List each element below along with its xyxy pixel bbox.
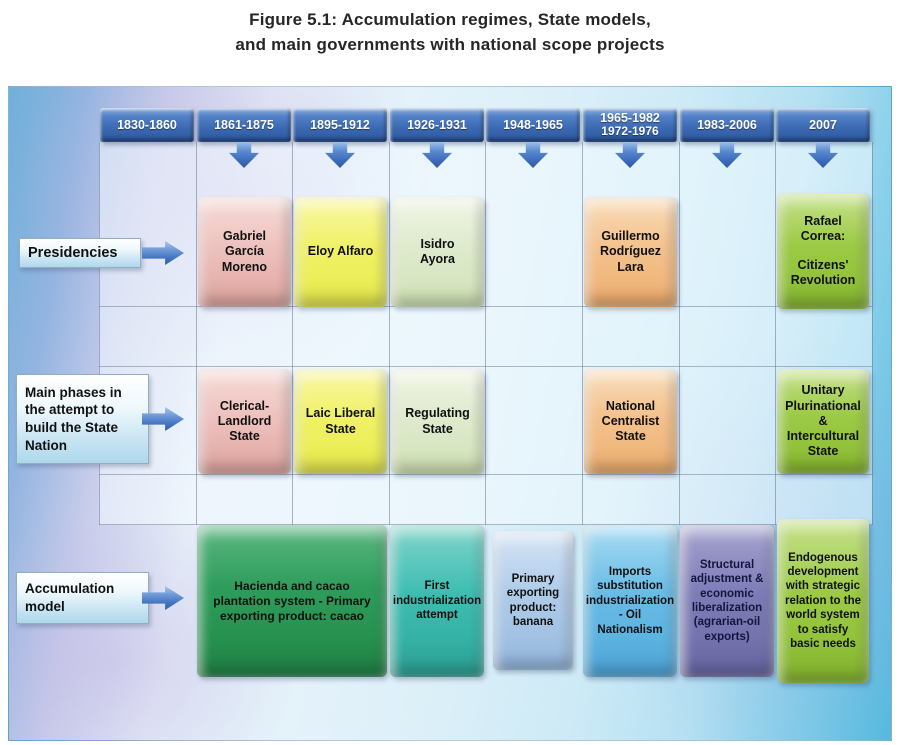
box-text: National Centralist State: [601, 398, 660, 444]
timeline-panel: 1830-1860 1861-1875 1895-1912 1926-1931 …: [8, 86, 892, 741]
period-label-2: 1972-1976: [601, 124, 659, 139]
box-text: Clerical-Landlord State: [217, 398, 272, 444]
row-label-text: Presidencies: [28, 245, 118, 261]
phase-box-plurinational: Unitary Plurinational & Intercultural St…: [777, 369, 869, 474]
box-text: Gabriel García Moreno: [221, 229, 268, 274]
box-text: Structural adjustment & economic liberal…: [690, 558, 764, 643]
grid-hline: [99, 366, 872, 367]
figure-title-line2: and main governments with national scope…: [235, 35, 665, 54]
timeline-period-1965-1982: 1965-1982 1972-1976: [583, 108, 677, 142]
box-text: Isidro Ayora: [420, 236, 455, 266]
box-text: Regulating State: [405, 406, 470, 436]
row-label-accumulation: Accumulation model: [16, 572, 149, 624]
box-text: Primary exporting product: banana: [506, 572, 560, 628]
phase-box-laic-liberal: Laic Liberal State: [294, 369, 387, 474]
row-label-text: Accumulation model: [25, 581, 115, 614]
box-text: Guillermo Rodríguez Lara: [599, 229, 662, 274]
timeline-period-1830-1860: 1830-1860: [100, 108, 194, 142]
timeline-period-1926-1931: 1926-1931: [390, 108, 484, 142]
figure-title-line1: Figure 5.1: Accumulation regimes, State …: [249, 10, 651, 29]
grid-hline: [99, 306, 872, 307]
grid-vline: [99, 142, 100, 525]
grid-vline: [872, 142, 873, 525]
presidency-box-rodriguez-lara: Guillermo Rodríguez Lara: [584, 197, 677, 307]
figure-title: Figure 5.1: Accumulation regimes, State …: [0, 7, 900, 57]
period-label: 1948-1965: [503, 117, 563, 132]
phase-box-clerical-landlord: Clerical-Landlord State: [198, 369, 291, 474]
row-label-text: Main phases in the attempt to build the …: [25, 384, 122, 453]
phase-box-regulating: Regulating State: [391, 369, 484, 474]
presidency-box-rafael-correa: Rafael Correa: Citizens' Revolution: [777, 193, 869, 309]
box-text: Imports substitution industrialization -…: [585, 566, 675, 636]
period-label: 1861-1875: [214, 117, 274, 132]
grid-vline: [582, 142, 583, 525]
grid-vline: [775, 142, 776, 525]
period-label: 1965-1982: [600, 110, 660, 125]
presidency-box-garcia-moreno: Gabriel García Moreno: [198, 197, 291, 307]
box-text: Laic Liberal State: [305, 406, 376, 436]
period-label: 1926-1931: [407, 117, 467, 132]
accumulation-box-hacienda-cacao: Hacienda and cacao plantation system - P…: [197, 525, 387, 677]
box-text: Endogenous development with strategic re…: [784, 551, 862, 650]
timeline-period-1861-1875: 1861-1875: [197, 108, 291, 142]
grid-hline: [99, 524, 872, 525]
timeline-period-2007: 2007: [776, 108, 870, 142]
accumulation-box-banana: Primary exporting product: banana: [493, 531, 573, 670]
presidency-box-isidro-ayora: Isidro Ayora: [391, 197, 484, 307]
grid-vline: [292, 142, 293, 525]
period-label: 1830-1860: [117, 117, 177, 132]
accumulation-box-endogenous-development: Endogenous development with strategic re…: [777, 519, 869, 683]
box-text: First industrialization attempt: [392, 580, 482, 622]
accumulation-box-structural-adjustment: Structural adjustment & economic liberal…: [680, 525, 774, 677]
grid-hline: [99, 474, 872, 475]
presidency-box-eloy-alfaro: Eloy Alfaro: [294, 197, 387, 307]
grid-vline: [679, 142, 680, 525]
period-label: 2007: [809, 117, 837, 132]
box-text: Hacienda and cacao plantation system - P…: [213, 578, 371, 623]
grid-vline: [485, 142, 486, 525]
row-label-main-phases: Main phases in the attempt to build the …: [16, 374, 149, 464]
box-text: Citizens' Revolution: [790, 258, 856, 288]
grid-vline: [389, 142, 390, 525]
period-label: 1895-1912: [310, 117, 370, 132]
accumulation-box-imports-substitution: Imports substitution industrialization -…: [583, 525, 677, 677]
phase-box-national-centralist: National Centralist State: [584, 369, 677, 474]
box-text: Rafael Correa:: [800, 213, 846, 243]
grid-vline: [196, 142, 197, 525]
box-text: Eloy Alfaro: [307, 244, 374, 259]
accumulation-box-first-industrialization: First industrialization attempt: [390, 525, 484, 677]
timeline-period-1895-1912: 1895-1912: [293, 108, 387, 142]
period-label: 1983-2006: [697, 117, 757, 132]
row-label-presidencies: Presidencies: [19, 238, 141, 268]
box-text: Unitary Plurinational & Intercultural St…: [785, 383, 861, 459]
timeline-period-1983-2006: 1983-2006: [680, 108, 774, 142]
timeline-period-1948-1965: 1948-1965: [486, 108, 580, 142]
